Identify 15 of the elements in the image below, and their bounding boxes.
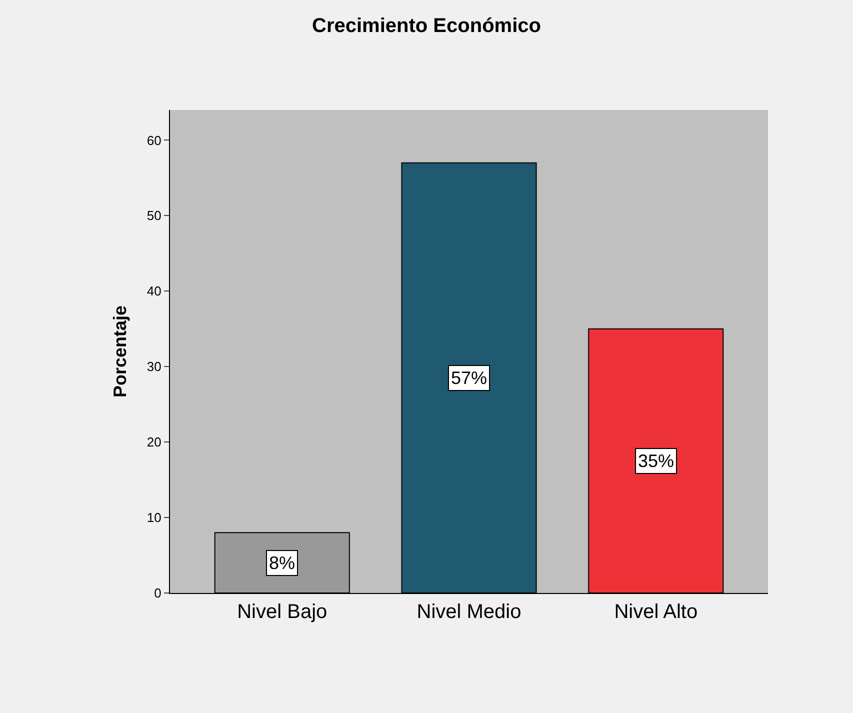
y-tick-label: 40: [146, 284, 162, 299]
data-label: 35%: [638, 451, 674, 471]
y-axis-title: Porcentaje: [110, 305, 130, 398]
y-tick-label: 10: [146, 510, 162, 526]
data-label: 57%: [451, 368, 488, 388]
x-tick-label: Nivel Alto: [614, 601, 698, 623]
y-tick-label: 60: [146, 132, 162, 148]
x-tick-label: Nivel Bajo: [237, 601, 328, 623]
chart-title: Crecimiento Económico: [312, 14, 541, 37]
y-tick-label: 30: [146, 359, 162, 374]
y-tick-label: 50: [146, 208, 162, 224]
data-label: 8%: [269, 553, 296, 573]
x-tick-label: Nivel Medio: [416, 601, 522, 623]
y-tick-label: 0: [154, 586, 162, 601]
y-tick-label: 20: [146, 434, 162, 450]
